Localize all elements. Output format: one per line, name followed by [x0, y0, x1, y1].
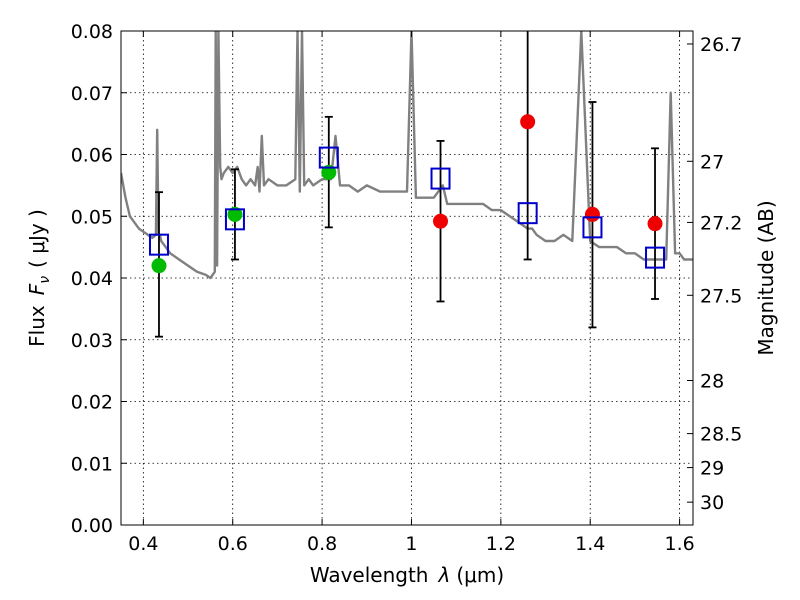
y-tick-label: 0.08: [71, 21, 113, 43]
measured-point: [584, 206, 600, 222]
y-tick-label: 0.01: [71, 453, 113, 475]
y2-axis-label: Magnitude (AB): [754, 200, 778, 355]
y-tick-label: 0.00: [71, 515, 113, 537]
y2-tick-label: 27.2: [700, 212, 742, 234]
x-tick-label: 0.6: [218, 533, 248, 555]
y2-tick-label: 28: [700, 371, 724, 393]
y2-tick-label: 29: [700, 458, 724, 480]
x-tick-label: 1.2: [486, 533, 516, 555]
y-tick-label: 0.06: [71, 145, 113, 167]
y2-tick-label: 27.5: [700, 285, 742, 307]
model-photometry-square: [224, 208, 245, 231]
x-tick-label: 1: [405, 533, 417, 555]
measured-point: [520, 114, 536, 130]
spectrum-line: [121, 31, 693, 280]
model-photometry-square: [430, 167, 451, 190]
y-axis-label: FluxFν( μJy ): [25, 209, 53, 347]
y2-tick-label: 30: [700, 492, 724, 514]
measured-point: [151, 258, 167, 274]
y-tick-label: 0.03: [71, 330, 113, 352]
y-tick-label: 0.04: [71, 268, 113, 290]
measured-point: [321, 164, 337, 180]
y-tick-label: 0.05: [71, 206, 113, 228]
marker-layer: [148, 114, 666, 274]
y2-tick-label: 28.5: [700, 424, 742, 446]
x-tick-label: 0.4: [128, 533, 158, 555]
y-tick-label: 0.02: [71, 392, 113, 414]
y2-axis: 26.7 27 27.2 27.5 28 28.5 29 30: [687, 34, 742, 514]
measured-point: [433, 213, 449, 229]
measured-point: [647, 216, 663, 232]
spectrum-layer: [121, 31, 693, 280]
y-tick-label: 0.07: [71, 83, 113, 105]
y2-tick-label: 27: [700, 151, 724, 173]
model-photometry-square: [582, 216, 603, 239]
y2-tick-label: 26.7: [700, 34, 742, 56]
x-tick-label: 1.6: [664, 533, 694, 555]
model-photometry-square: [517, 202, 538, 225]
x-axis-label: Wavelength λ (μm): [310, 563, 504, 587]
model-photometry-square: [318, 146, 339, 169]
model-photometry-square: [645, 246, 666, 269]
x-tick-label: 0.8: [307, 533, 337, 555]
model-photometry-square: [148, 233, 169, 256]
x-axis: 0.4 0.6 0.8 1 1.2 1.4 1.6: [128, 31, 695, 555]
measured-point: [227, 206, 243, 222]
y-axis: 0.00 0.01 0.02 0.03 0.04 0.05 0.06 0.07 0.08: [71, 21, 127, 537]
x-tick-label: 1.4: [575, 533, 605, 555]
